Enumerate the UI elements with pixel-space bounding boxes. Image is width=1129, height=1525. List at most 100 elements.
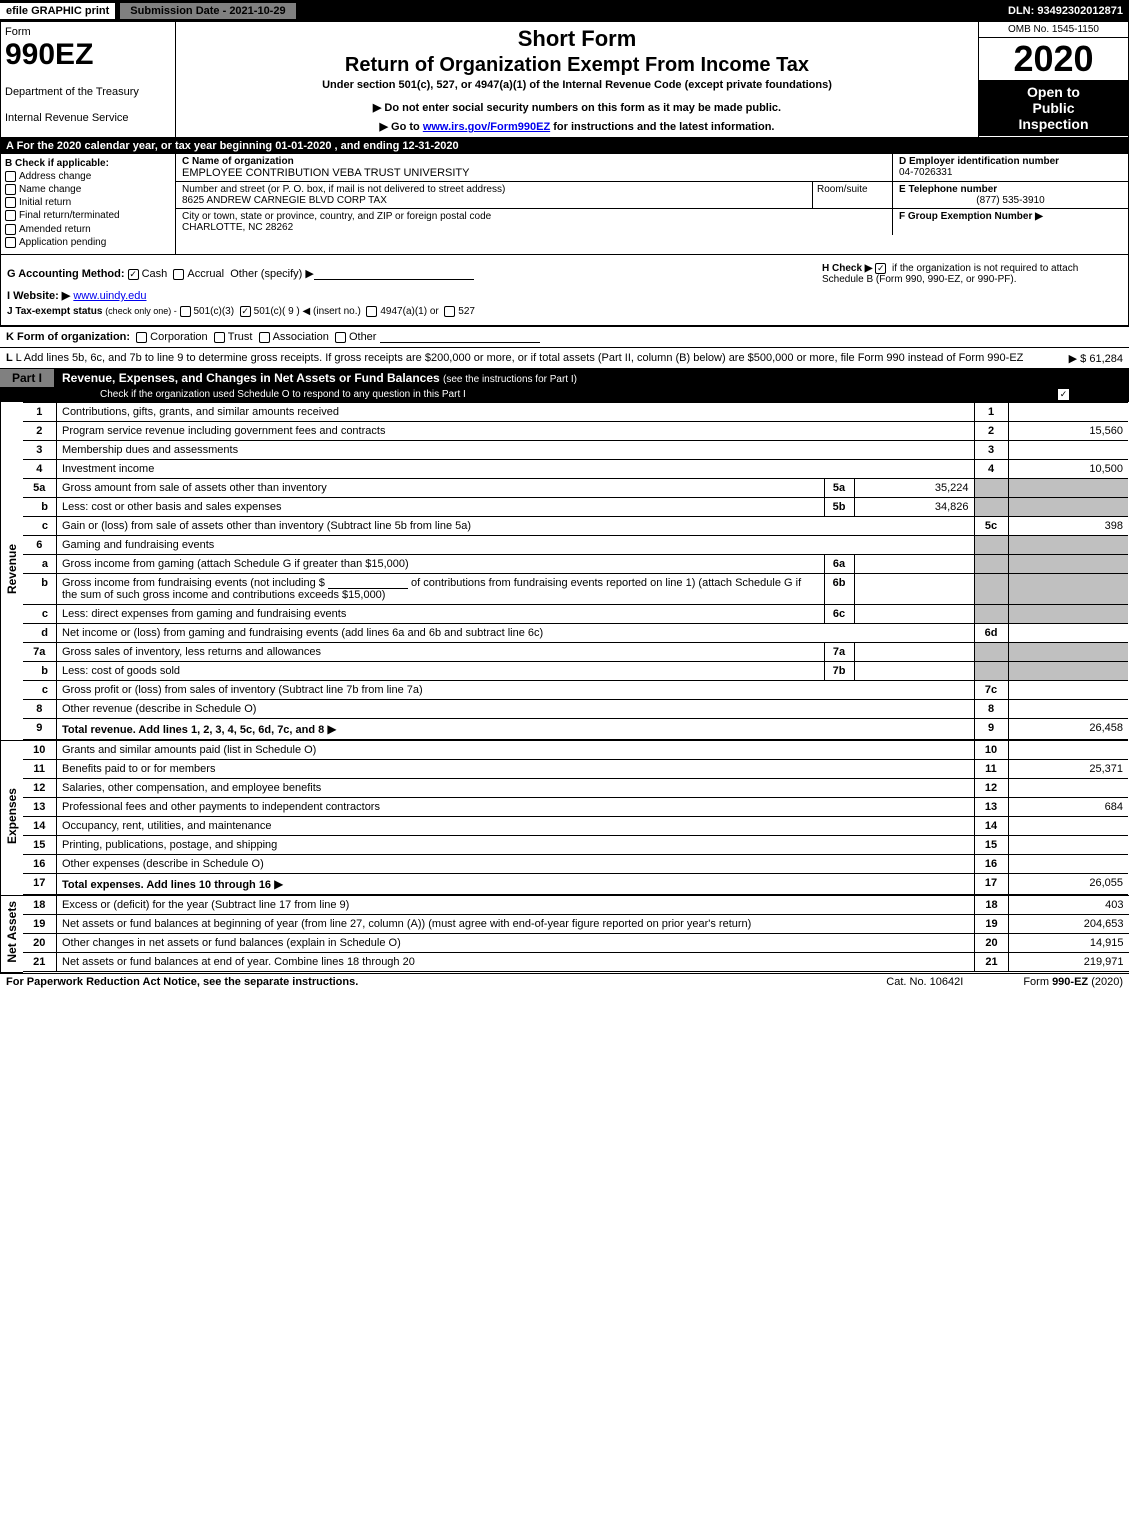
line-6a: a Gross income from gaming (attach Sched… xyxy=(23,555,1129,574)
checkbox-trust-icon[interactable] xyxy=(214,332,225,343)
header-left: Form 990EZ Department of the Treasury In… xyxy=(1,22,176,137)
section-g-h-i-j: G Accounting Method: ✓Cash Accrual Other… xyxy=(0,255,1129,326)
f-label: F Group Exemption Number ▶ xyxy=(899,211,1122,222)
part-i-subtitle: Check if the organization used Schedule … xyxy=(100,389,1052,400)
line-6c: c Less: direct expenses from gaming and … xyxy=(23,605,1129,624)
checkbox-icon[interactable] xyxy=(5,184,16,195)
part-i-title: Revenue, Expenses, and Changes in Net As… xyxy=(54,369,1129,387)
section-cde: C Name of organization EMPLOYEE CONTRIBU… xyxy=(176,154,1128,254)
c-label: C Name of organization xyxy=(182,156,886,167)
submission-date: Submission Date - 2021-10-29 xyxy=(119,2,296,20)
checkbox-cash-icon[interactable]: ✓ xyxy=(128,269,139,280)
g-label: G Accounting Method: xyxy=(7,268,125,280)
do-not-enter-ssn: ▶ Do not enter social security numbers o… xyxy=(184,101,970,114)
line-5c: c Gain or (loss) from sale of assets oth… xyxy=(23,517,1129,536)
checkbox-527-icon[interactable] xyxy=(444,306,455,317)
g-other-blank xyxy=(314,268,474,280)
row-g-h: G Accounting Method: ✓Cash Accrual Other… xyxy=(7,263,1122,285)
line-7c: c Gross profit or (loss) from sales of i… xyxy=(23,681,1129,700)
line-13: 13 Professional fees and other payments … xyxy=(23,798,1129,817)
cell-addr: Number and street (or P. O. box, if mail… xyxy=(176,182,813,208)
i-label: I Website: ▶ xyxy=(7,290,70,302)
g-cash: Cash xyxy=(142,268,168,280)
l-amount: ▶ $ 61,284 xyxy=(1069,352,1123,365)
line-11: 11 Benefits paid to or for members 11 25… xyxy=(23,760,1129,779)
street-address: 8625 ANDREW CARNEGIE BLVD CORP TAX xyxy=(182,195,806,206)
dept-treasury: Department of the Treasury xyxy=(5,86,171,98)
cell-c: C Name of organization EMPLOYEE CONTRIBU… xyxy=(176,154,893,181)
k-trust: Trust xyxy=(228,331,253,343)
checkbox-icon[interactable] xyxy=(5,171,16,182)
form-label: Form xyxy=(5,26,171,38)
line-14: 14 Occupancy, rent, utilities, and maint… xyxy=(23,817,1129,836)
line-8: 8 Other revenue (describe in Schedule O)… xyxy=(23,700,1129,719)
row-city-f: City or town, state or province, country… xyxy=(176,209,1128,235)
line-17: 17 Total expenses. Add lines 10 through … xyxy=(23,874,1129,895)
line-2: 2 Program service revenue including gove… xyxy=(23,422,1129,441)
l-text: L Add lines 5b, 6c, and 7b to line 9 to … xyxy=(16,352,1024,364)
checkbox-icon[interactable] xyxy=(5,224,16,235)
line-5a: 5a Gross amount from sale of assets othe… xyxy=(23,479,1129,498)
net-assets-lines: 18 Excess or (deficit) for the year (Sub… xyxy=(23,895,1129,972)
checkbox-icon[interactable] xyxy=(5,210,16,221)
footer-paperwork: For Paperwork Reduction Act Notice, see … xyxy=(6,976,886,988)
return-title: Return of Organization Exempt From Incom… xyxy=(184,54,970,77)
footer-cat-no: Cat. No. 10642I xyxy=(886,976,963,988)
k-label: K Form of organization: xyxy=(6,331,130,343)
row-i: I Website: ▶ www.uindy.edu xyxy=(7,289,1122,302)
chk-initial-return: Initial return xyxy=(5,197,171,208)
j-label: J Tax-exempt status xyxy=(7,306,102,317)
irs-link[interactable]: www.irs.gov/Form990EZ xyxy=(423,121,550,133)
expenses-lines: 10 Grants and similar amounts paid (list… xyxy=(23,740,1129,895)
checkbox-501c3-icon[interactable] xyxy=(180,306,191,317)
checkbox-h-icon[interactable]: ✓ xyxy=(875,263,886,274)
6b-blank xyxy=(328,577,408,589)
website-link[interactable]: www.uindy.edu xyxy=(73,290,146,302)
checkbox-501c-icon[interactable]: ✓ xyxy=(240,306,251,317)
tax-year-bar: A For the 2020 calendar year, or tax yea… xyxy=(0,138,1129,154)
j-4947: 4947(a)(1) or xyxy=(380,306,438,317)
room-label: Room/suite xyxy=(817,184,888,195)
e-label: E Telephone number xyxy=(899,184,1122,195)
line-9: 9 Total revenue. Add lines 1, 2, 3, 4, 5… xyxy=(23,719,1129,740)
section-b-through-f: B Check if applicable: Address change Na… xyxy=(0,154,1129,255)
arrow-icon: ▶ xyxy=(274,877,283,891)
open-line-1: Open to xyxy=(983,84,1124,100)
k-assoc: Association xyxy=(273,331,329,343)
checkbox-assoc-icon[interactable] xyxy=(259,332,270,343)
checkbox-accrual-icon[interactable] xyxy=(173,269,184,280)
arrow-icon: ▶ xyxy=(327,722,336,736)
open-line-2: Public xyxy=(983,100,1124,116)
ein: 04-7026331 xyxy=(899,167,1122,178)
line-18: 18 Excess or (deficit) for the year (Sub… xyxy=(23,896,1129,915)
j-501c3: 501(c)(3) xyxy=(194,306,235,317)
row-l: L L Add lines 5b, 6c, and 7b to line 9 t… xyxy=(0,348,1129,369)
line-12: 12 Salaries, other compensation, and emp… xyxy=(23,779,1129,798)
line-6d: d Net income or (loss) from gaming and f… xyxy=(23,624,1129,643)
row-addr-e: Number and street (or P. O. box, if mail… xyxy=(176,182,1128,209)
g-other: Other (specify) ▶ xyxy=(230,268,314,280)
checkbox-other-icon[interactable] xyxy=(335,332,346,343)
k-other-blank xyxy=(380,331,540,343)
checkbox-icon[interactable] xyxy=(5,237,16,248)
cell-e: E Telephone number (877) 535-3910 xyxy=(893,182,1128,208)
chk-name-change: Name change xyxy=(5,184,171,195)
checkbox-4947-icon[interactable] xyxy=(366,306,377,317)
goto-pre: ▶ Go to xyxy=(380,121,423,133)
line-4: 4 Investment income 4 10,500 xyxy=(23,460,1129,479)
section-b: B Check if applicable: Address change Na… xyxy=(1,154,176,254)
open-line-3: Inspection xyxy=(983,116,1124,132)
line-7a: 7a Gross sales of inventory, less return… xyxy=(23,643,1129,662)
checkbox-schedule-o-icon[interactable]: ✓ xyxy=(1058,389,1069,400)
chk-final-return: Final return/terminated xyxy=(5,210,171,221)
cell-f: F Group Exemption Number ▶ xyxy=(893,209,1128,235)
line-16: 16 Other expenses (describe in Schedule … xyxy=(23,855,1129,874)
g-accrual: Accrual xyxy=(187,268,224,280)
chk-application-pending: Application pending xyxy=(5,237,171,248)
line-15: 15 Printing, publications, postage, and … xyxy=(23,836,1129,855)
k-other: Other xyxy=(349,331,377,343)
line-6b: b Gross income from fundraising events (… xyxy=(23,574,1129,605)
checkbox-icon[interactable] xyxy=(5,197,16,208)
checkbox-corp-icon[interactable] xyxy=(136,332,147,343)
efile-graphic-print: efile GRAPHIC print xyxy=(0,3,115,19)
